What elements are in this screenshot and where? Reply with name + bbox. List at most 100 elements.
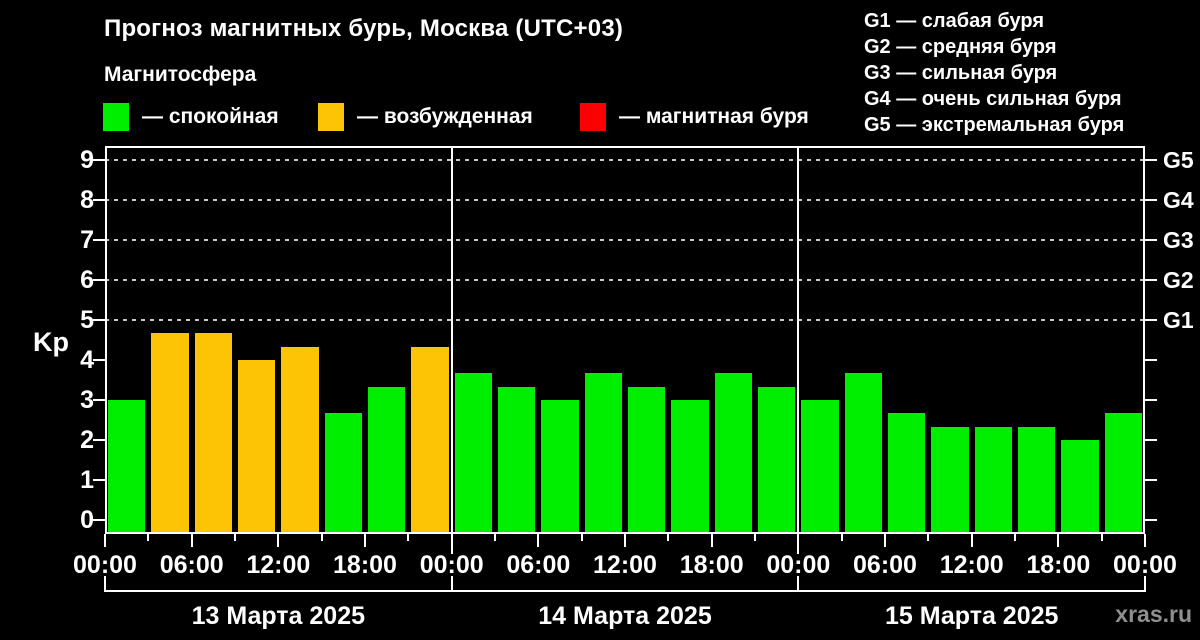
kp-bar [498,386,536,534]
day-divider [450,146,453,554]
x-axis-time-label: 00:00 [419,551,484,579]
g-scale-label: G2 [1163,267,1194,293]
x-axis-minor-tick [580,534,583,541]
y-axis-tick [93,359,105,361]
x-axis-minor-tick [1100,534,1103,541]
g-scale-label: G5 [1163,147,1194,173]
x-axis-major-tick [624,534,626,547]
legend-item-quiet: — спокойная [103,102,279,132]
y-axis-tick-label: 2 [80,426,94,454]
x-axis-minor-tick [320,534,323,541]
kp-bar [151,333,189,534]
x-axis-major-tick [104,534,106,547]
legend-item-storm: — магнитная буря [580,102,809,132]
grid-line [105,319,1145,321]
g-scale-label: G1 [1163,307,1194,333]
watermark: xras.ru [1115,601,1192,627]
x-axis-major-tick [970,534,973,547]
legend-item-excited: — возбужденная [318,102,533,132]
chart-subtitle: Магнитосфера [104,63,257,86]
y-axis-tick-label: 8 [80,186,94,214]
x-axis-major-tick [1057,534,1060,547]
x-axis-time-label: 18:00 [1026,551,1091,579]
x-axis-time-label: 00:00 [73,551,137,579]
x-axis-major-tick [190,534,193,547]
x-axis-minor-tick [494,534,496,541]
x-axis-time-label: 18:00 [679,551,744,579]
y-axis-tick [93,239,105,241]
y-axis-tick-label: 7 [80,226,94,254]
grid-line [105,239,1145,241]
kp-bar [758,386,796,534]
storm-scale-item-g5: G5 — экстремальная буря [864,114,1125,136]
legend-item-label: — возбужденная [357,105,533,128]
kp-bar [454,373,492,534]
kp-bar [541,400,579,534]
y-axis-tick [93,199,105,201]
x-axis-time-label: 00:00 [1113,551,1177,579]
g-scale-label: G4 [1163,187,1194,213]
y-axis-tick [93,159,105,161]
kp-bar [671,400,709,534]
storm-scale-item-g4: G4 — очень сильная буря [864,88,1122,110]
kp-bar [931,426,969,534]
kp-bar [238,360,276,534]
y-axis-tick [93,399,105,401]
x-axis-time-label: 06:00 [506,551,571,579]
kp-bar [844,373,882,534]
y-axis-title: Kp [33,327,69,357]
kp-bar [801,400,839,534]
kp-bar [888,413,926,534]
right-axis-tick [1145,239,1157,241]
y-axis-tick [93,319,105,321]
kp-bar [1104,413,1142,534]
storm-scale-legend: G1 — слабая буря G2 — средняя буря G3 — … [864,8,1124,138]
y-axis-tick-label: 5 [80,306,94,334]
day-divider [797,146,800,554]
date-label: 15 Марта 2025 [884,602,1059,630]
y-axis-tick-label: 4 [80,346,94,374]
date-label: 13 Марта 2025 [191,602,366,630]
x-axis-time-label: 06:00 [159,551,224,579]
x-axis-minor-tick [667,534,670,541]
x-axis-time-label: 00:00 [766,551,831,579]
kp-bar-chart [105,146,1145,554]
kp-bar [584,373,622,534]
right-axis-tick [1145,519,1157,521]
x-axis-time-label: 12:00 [593,551,657,579]
date-bracket-tick [797,576,800,590]
grid-line [105,159,1145,161]
kp-bar [411,346,449,534]
y-axis-tick [93,279,105,281]
date-bracket [104,590,1146,592]
storm-scale-item-g2: G2 — средняя буря [864,36,1057,58]
kp-bar [281,346,319,534]
storm-scale-item-g3: G3 — сильная буря [864,62,1058,84]
x-axis-time-label: 12:00 [246,551,311,579]
legend-item-label: — спокойная [142,105,279,128]
kp-bar [194,333,232,534]
y-axis-tick [93,519,105,521]
right-axis-tick [1145,199,1157,201]
y-axis-tick-label: 6 [80,266,94,294]
x-axis-time-label: 06:00 [853,551,917,579]
x-axis-minor-tick [927,534,930,541]
x-axis-major-tick [1144,534,1146,547]
x-axis-major-tick [364,534,366,547]
right-axis-tick [1145,479,1157,481]
y-axis-tick-label: 1 [80,466,94,494]
kp-bar [974,426,1012,534]
x-axis-major-tick [884,534,886,547]
x-axis-minor-tick [147,534,150,541]
grid-line [105,199,1145,201]
right-axis-tick [1145,159,1157,161]
y-axis-tick [93,479,105,481]
excited-color-swatch [318,103,344,131]
right-axis-tick [1145,359,1157,361]
kp-bar [108,400,146,534]
grid-line [105,279,1145,281]
date-label: 14 Марта 2025 [538,602,712,630]
y-axis-tick-label: 9 [80,146,94,174]
chart-title: Прогноз магнитных бурь, Москва (UTC+03) [104,15,624,42]
